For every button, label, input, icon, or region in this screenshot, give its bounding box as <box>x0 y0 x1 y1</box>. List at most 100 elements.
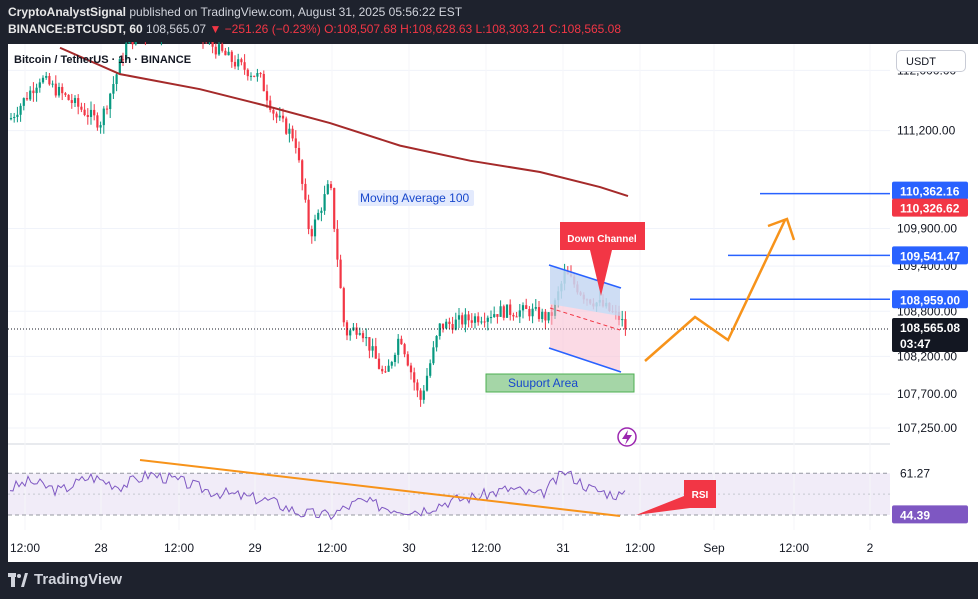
pane-separator <box>8 443 890 452</box>
candle-body <box>531 308 534 317</box>
candle-body <box>61 86 64 94</box>
candle-body <box>336 228 339 260</box>
projection-arrowhead <box>767 217 796 241</box>
time-tick-label: 12:00 <box>625 541 655 555</box>
publish-line: CryptoAnalystSignal published on Trading… <box>8 5 462 19</box>
tradingview-logo[interactable]: TradingView <box>8 571 122 588</box>
candle-body <box>269 100 272 110</box>
candle-body <box>307 199 310 230</box>
candle-body <box>9 118 13 120</box>
candle-body <box>454 319 457 330</box>
candle-body <box>537 307 541 320</box>
candle-body <box>89 109 93 117</box>
candle-body <box>224 50 227 56</box>
ohlc-open: O:108,507.68 <box>324 22 397 36</box>
price-axis-badge <box>892 290 968 309</box>
candle-body <box>64 93 67 95</box>
projection-path <box>644 219 787 362</box>
candle-body <box>230 51 233 62</box>
candle-body <box>448 321 451 324</box>
candle-body <box>329 184 333 189</box>
candle-body <box>233 61 237 67</box>
rsi-line <box>9 469 626 521</box>
candle-body <box>227 51 230 56</box>
candle-body <box>313 219 317 237</box>
price-tick-label: 107,700.00 <box>897 387 957 401</box>
ohlc-close: C:108,565.08 <box>548 22 622 36</box>
rsi-callout <box>636 480 716 515</box>
candle-body <box>48 75 51 85</box>
down-channel-bottom <box>548 347 622 373</box>
candle-body <box>621 319 624 321</box>
price-axis-badge <box>892 181 968 200</box>
candle-body <box>499 306 502 317</box>
candle-body <box>326 184 329 195</box>
candle-body <box>57 86 61 96</box>
candle-body <box>355 327 358 335</box>
candle-body <box>297 147 301 161</box>
candle-body <box>102 108 105 126</box>
candle-body <box>285 118 288 134</box>
candle-body <box>32 90 35 94</box>
candle-body <box>240 59 243 63</box>
candle-body <box>493 314 496 318</box>
candle-body <box>400 338 403 345</box>
candle-body <box>121 59 125 61</box>
candle-body <box>358 333 361 335</box>
time-tick-label: Sep <box>703 541 725 555</box>
price-tick-label: 109,900.00 <box>897 221 957 235</box>
candle-body <box>521 305 525 311</box>
candle-body <box>528 309 531 317</box>
candle-body <box>96 115 99 128</box>
author-name[interactable]: CryptoAnalystSignal <box>8 5 127 19</box>
candle-body <box>333 188 336 229</box>
candle-body <box>109 93 112 110</box>
candle-body <box>473 316 477 323</box>
publish-info: published on TradingView.com, August 31,… <box>126 5 463 19</box>
candle-body <box>416 382 419 391</box>
candle-body <box>390 361 393 366</box>
candle-body <box>365 337 368 339</box>
candle-body <box>525 305 528 310</box>
candle-body <box>403 344 406 355</box>
time-tick-label: 12:00 <box>317 541 347 555</box>
candle-body <box>45 75 48 78</box>
price-axis-badge-label: 110,326.62 <box>900 202 960 216</box>
candle-body <box>451 323 454 330</box>
candle-body <box>54 83 57 96</box>
candle-body <box>505 304 509 318</box>
candle-body <box>13 116 16 119</box>
candle-body <box>480 321 483 323</box>
rsi-trendline <box>139 459 621 517</box>
ohlc-low: L:108,303.21 <box>475 22 546 36</box>
candle-body <box>461 315 464 325</box>
candle-body <box>118 59 121 75</box>
candle-body <box>291 128 294 139</box>
candle-body <box>93 109 96 116</box>
candle-body <box>211 40 214 47</box>
candle-body <box>243 62 246 70</box>
price-tick-label: 107,250.00 <box>897 421 957 435</box>
price-axis-badge <box>892 246 968 265</box>
symbol-interval: BINANCE:BTCUSDT, 60 <box>8 22 143 36</box>
candle-body <box>301 160 304 184</box>
currency-button[interactable]: USDT <box>896 50 966 72</box>
candle-body <box>217 44 221 55</box>
candle-body <box>237 59 240 67</box>
symbol-label: Bitcoin / TetherUS · 1h · BINANCE <box>14 54 192 66</box>
candle-body <box>512 314 515 317</box>
down-channel-label: Down Channel <box>567 234 637 245</box>
candle-body <box>70 100 73 104</box>
down-channel-top <box>548 264 622 289</box>
candle-body <box>387 365 390 372</box>
moving-average-line <box>59 46 629 198</box>
candle-body <box>397 338 400 355</box>
candle-body <box>381 368 384 372</box>
candle-body <box>51 83 54 85</box>
candle-body <box>544 311 547 321</box>
last-price: 108,565.07 <box>146 22 207 36</box>
candle-body <box>80 106 83 110</box>
candle-body <box>496 314 499 317</box>
candle-body <box>624 319 627 330</box>
